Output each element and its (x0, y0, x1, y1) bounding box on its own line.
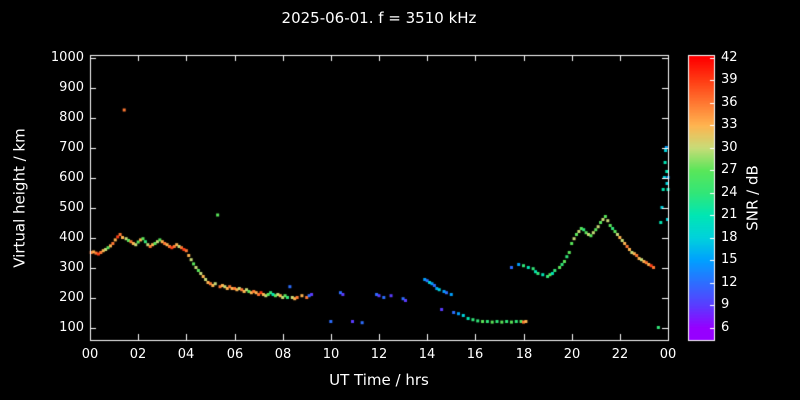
y-tick-label: 400 (59, 230, 84, 245)
colorbar-tick-label: 15 (721, 252, 738, 267)
colorbar-tick-label: 12 (721, 275, 738, 290)
y-tick-label: 200 (59, 290, 84, 305)
colorbar-tick-label: 39 (721, 72, 738, 87)
colorbar-tick-label: 24 (721, 185, 738, 200)
x-tick-label: 00 (81, 347, 99, 362)
colorbar-tick-label: 18 (721, 230, 738, 245)
colorbar-tick-label: 33 (721, 117, 738, 132)
y-tick-label: 900 (59, 80, 84, 95)
x-tick-label: 08 (274, 347, 292, 362)
colorbar-tick-label: 9 (721, 297, 730, 312)
colorbar-tick-label: 42 (721, 50, 738, 65)
y-tick-label: 100 (59, 320, 84, 335)
x-tick-label: 12 (370, 347, 388, 362)
x-tick-label: 02 (129, 347, 147, 362)
x-tick-label: 14 (418, 347, 436, 362)
x-tick-label: 04 (177, 347, 195, 362)
colorbar-tick-label: 36 (721, 95, 738, 110)
y-tick-label: 800 (59, 110, 84, 125)
x-tick-label: 06 (226, 347, 244, 362)
colorbar-tick-label: 21 (721, 207, 738, 222)
y-tick-label: 1000 (50, 50, 84, 65)
y-tick-label: 500 (59, 200, 84, 215)
x-tick-label: 16 (466, 347, 484, 362)
y-tick-label: 600 (59, 170, 84, 185)
y-axis-label: Virtual height / km (10, 128, 29, 268)
y-tick-label: 700 (59, 140, 84, 155)
x-tick-label: 22 (611, 347, 629, 362)
x-tick-label: 00 (659, 347, 677, 362)
y-tick-label: 300 (59, 260, 84, 275)
x-tick-label: 10 (322, 347, 340, 362)
colorbar-tick-label: 30 (721, 140, 738, 155)
colorbar-tick-label: 27 (721, 162, 738, 177)
colorbar-tick-label: 6 (721, 320, 730, 335)
x-axis-label: UT Time / hrs (329, 371, 429, 389)
x-tick-label: 18 (515, 347, 533, 362)
x-tick-label: 20 (563, 347, 581, 362)
chart-title: 2025-06-01. f = 3510 kHz (281, 9, 477, 27)
